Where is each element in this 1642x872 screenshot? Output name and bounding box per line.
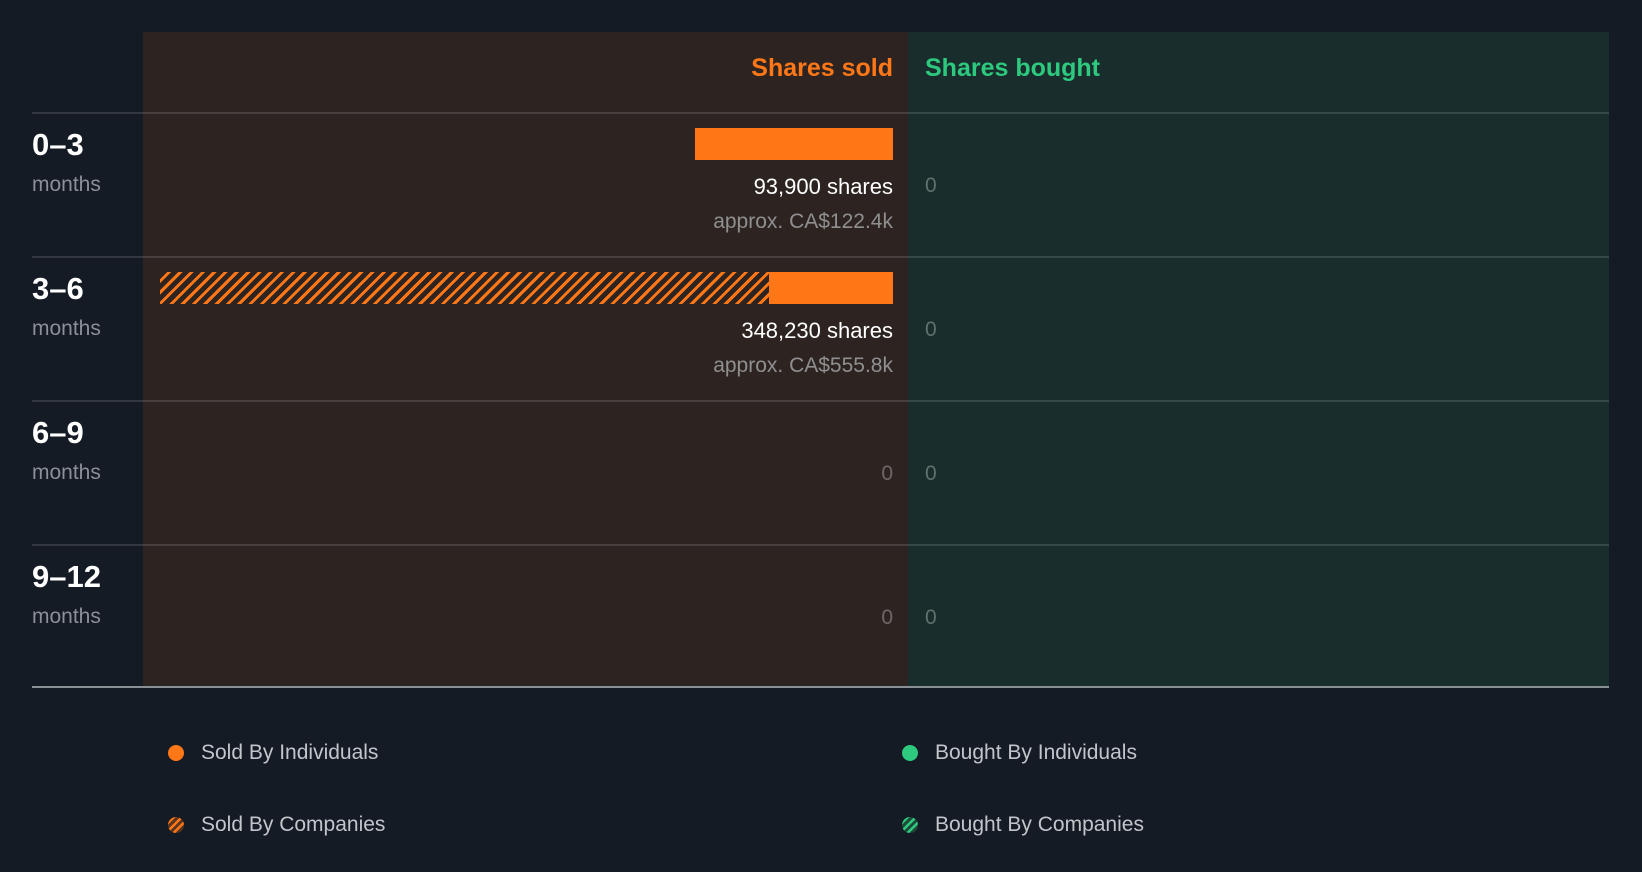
bought-shares-count: 0 bbox=[925, 174, 937, 197]
row-divider bbox=[32, 400, 1609, 402]
period-unit: months bbox=[32, 605, 101, 628]
row-divider bbox=[32, 256, 1609, 258]
bought-shares-count: 0 bbox=[925, 606, 937, 629]
period-row-0-3: 0–3 months 93,900 shares approx. CA$122.… bbox=[0, 113, 1642, 257]
solid-green-dot-icon bbox=[902, 745, 918, 761]
legend-label: Bought By Individuals bbox=[935, 741, 1137, 764]
legend-bought-by-companies[interactable]: Bought By Companies bbox=[902, 813, 1144, 837]
legend-label: Sold By Individuals bbox=[201, 741, 379, 764]
legend-sold-by-individuals[interactable]: Sold By Individuals bbox=[168, 741, 378, 765]
period-range: 3–6 bbox=[32, 271, 84, 306]
period-unit: months bbox=[32, 461, 101, 484]
hatched-orange-dot-icon bbox=[168, 817, 184, 833]
row-divider bbox=[32, 112, 1609, 114]
period-range: 6–9 bbox=[32, 415, 84, 450]
sold-shares-count: 0 bbox=[881, 606, 893, 629]
solid-orange-dot-icon bbox=[168, 745, 184, 761]
row-divider bbox=[32, 544, 1609, 546]
sold-by-companies-bar[interactable] bbox=[160, 272, 769, 304]
shares-bought-panel bbox=[908, 32, 1609, 687]
legend-bought-by-individuals[interactable]: Bought By Individuals bbox=[902, 741, 1137, 765]
sold-shares-count: 348,230 shares bbox=[741, 318, 893, 343]
bought-shares-count: 0 bbox=[925, 318, 937, 341]
sold-value-approx: approx. CA$555.8k bbox=[713, 354, 893, 377]
sold-value-approx: approx. CA$122.4k bbox=[713, 210, 893, 233]
period-row-9-12: 9–12 months 0 0 bbox=[0, 545, 1642, 689]
hatched-green-dot-icon bbox=[902, 817, 918, 833]
period-unit: months bbox=[32, 173, 101, 196]
shares-bought-header: Shares bought bbox=[925, 54, 1101, 82]
bought-shares-count: 0 bbox=[925, 462, 937, 485]
legend-label: Sold By Companies bbox=[201, 813, 386, 836]
legend-sold-by-companies[interactable]: Sold By Companies bbox=[168, 813, 385, 837]
period-unit: months bbox=[32, 317, 101, 340]
period-row-6-9: 6–9 months 0 0 bbox=[0, 401, 1642, 545]
sold-by-individuals-bar[interactable] bbox=[769, 272, 893, 304]
period-range: 9–12 bbox=[32, 559, 101, 594]
period-row-3-6: 3–6 months 348,230 shares approx. CA$555… bbox=[0, 257, 1642, 401]
sold-shares-count: 0 bbox=[881, 462, 893, 485]
sold-shares-count: 93,900 shares bbox=[753, 174, 893, 199]
axis-baseline bbox=[32, 686, 1609, 688]
period-range: 0–3 bbox=[32, 127, 84, 162]
legend-label: Bought By Companies bbox=[935, 813, 1144, 836]
shares-sold-header: Shares sold bbox=[751, 54, 893, 82]
sold-by-individuals-bar[interactable] bbox=[695, 128, 893, 160]
